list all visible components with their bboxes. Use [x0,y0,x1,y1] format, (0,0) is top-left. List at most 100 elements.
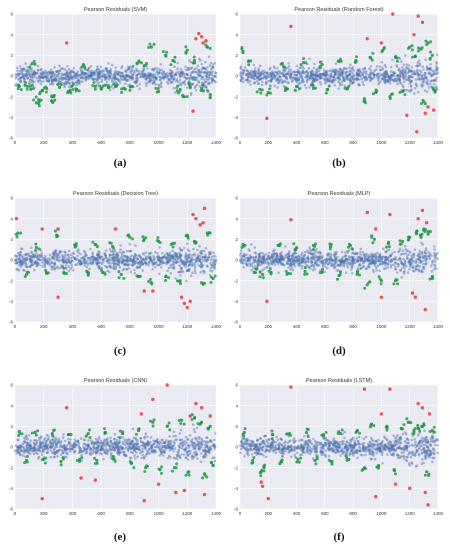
residual-point [409,89,413,92]
residual-point [54,79,58,82]
residual-point [210,79,214,82]
residual-point [168,449,172,452]
residual-point [98,75,101,78]
residual-point [382,75,385,78]
residual-point [281,258,285,262]
residual-point [407,75,411,78]
green-outlier-point [131,237,135,241]
residual-point [27,450,30,453]
residual-point [375,268,378,272]
residual-point [383,63,387,67]
green-outlier-point [350,247,354,251]
residual-point [27,433,31,437]
residual-point [94,437,98,441]
residual-point [311,252,314,256]
residual-point [57,253,61,257]
residual-point [133,271,137,275]
residual-point [181,70,184,74]
green-outlier-point [258,275,262,279]
residual-point [179,258,183,261]
residual-point [58,69,62,73]
residual-point [17,73,20,76]
residual-point [206,71,209,75]
residual-point [115,438,119,442]
residual-point [286,81,290,84]
residual-point [188,434,192,437]
residual-point [306,260,310,263]
residual-point [51,71,55,74]
residual-point [145,77,148,80]
residual-point [49,75,53,79]
residual-point [111,256,115,260]
red-outlier-point [405,113,409,117]
residual-point [35,71,38,75]
x-tick-label: 1000 [376,324,387,329]
residual-point [355,78,359,81]
residual-point [401,262,404,266]
residual-point [263,259,266,262]
residual-point [108,70,111,74]
green-outlier-point [102,271,106,275]
residual-point [214,71,218,75]
residual-point [135,73,139,77]
residual-point [64,72,67,76]
green-outlier-point [209,275,213,279]
residual-point [62,76,66,80]
residual-point [171,80,174,84]
residual-point [211,63,215,66]
residual-point [125,79,129,83]
green-outlier-point [312,248,316,252]
residual-point [156,73,160,77]
residual-point [17,263,21,267]
residual-point [197,69,200,72]
residual-point [148,77,152,80]
residual-point [244,262,248,265]
residual-point [400,252,404,256]
green-outlier-point [394,54,398,58]
residual-point [168,68,172,72]
residual-point [97,71,100,74]
residual-point [365,252,368,256]
x-tick-label: 1200 [405,140,416,145]
residual-point [289,268,292,271]
residual-point [266,262,270,265]
residual-point [282,69,285,72]
residual-point [148,79,151,83]
green-outlier-point [289,272,293,276]
residual-point [204,247,208,250]
green-outlier-point [191,61,195,65]
residual-point [194,88,198,92]
residual-point [363,67,367,70]
residual-point [64,255,67,259]
residual-point [102,442,106,446]
green-outlier-point [268,91,272,95]
residual-point [152,439,155,443]
residual-point [296,259,299,263]
residual-point [200,81,204,84]
residual-point [199,71,203,74]
residual-point [76,76,80,80]
residual-point [66,253,70,257]
green-outlier-point [403,93,407,97]
residual-point [423,80,426,83]
residual-point [176,70,180,74]
residual-point [170,77,174,81]
residual-point [210,255,214,259]
residual-point [433,257,437,261]
residual-point [119,76,123,79]
green-outlier-point [305,272,309,276]
residual-point [107,70,110,74]
residual-point [117,79,120,83]
residual-point [71,268,75,272]
x-tick-label: 200 [40,140,48,145]
residual-point [161,73,165,77]
residual-point [87,76,91,80]
green-outlier-point [371,51,375,55]
residual-point [91,77,95,81]
residual-point [70,75,73,79]
green-outlier-point [387,245,391,249]
residual-point [153,76,156,79]
residual-point [90,258,93,262]
residual-point [30,251,33,255]
residual-point [408,267,411,271]
